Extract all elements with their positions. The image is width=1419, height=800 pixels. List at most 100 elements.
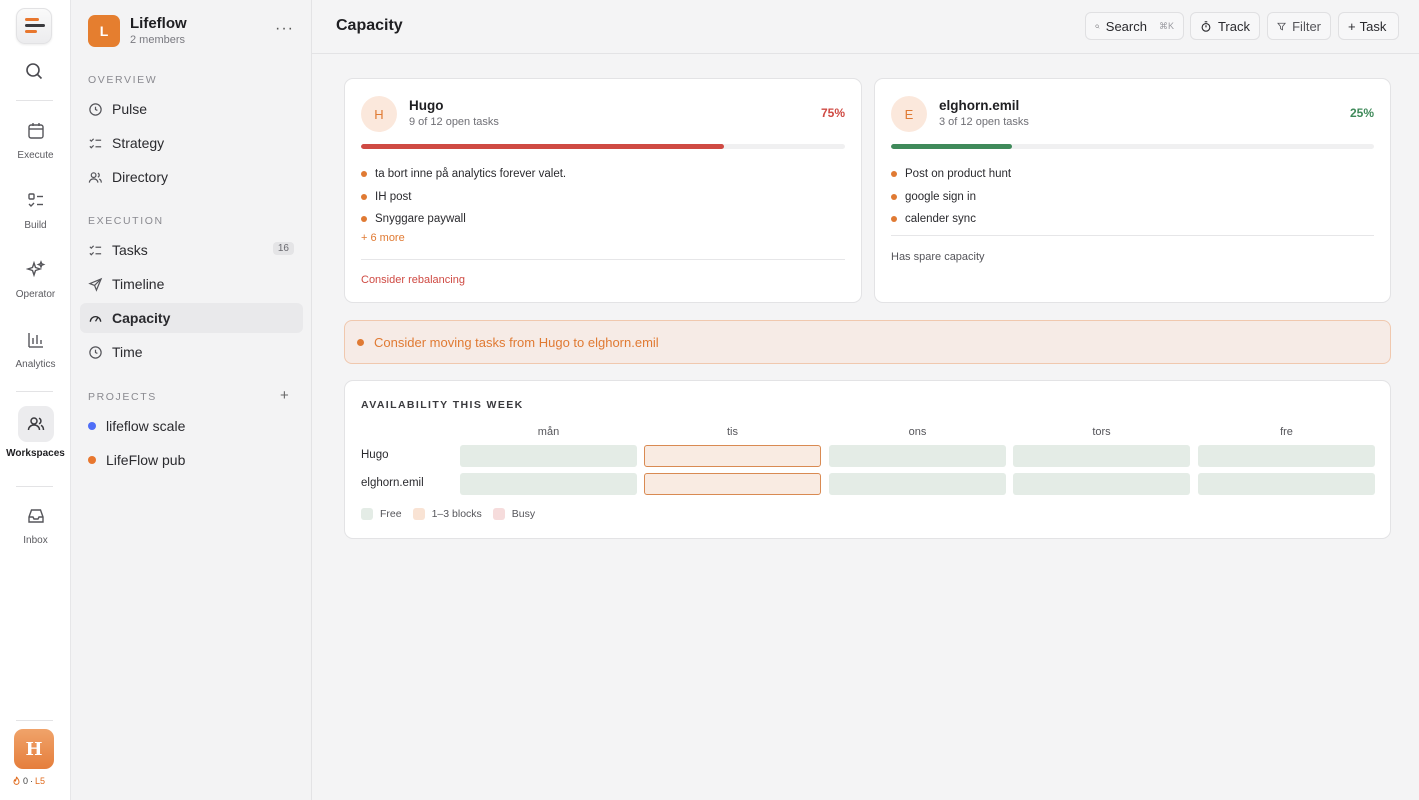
availability-legend: Free 1–3 blocks Busy	[361, 508, 546, 520]
day-header: mån	[537, 426, 560, 438]
app-rail: Execute Build Operator Analytics Workspa…	[0, 0, 71, 800]
app-logo[interactable]	[16, 8, 52, 44]
sidebar-item-label: Tasks	[112, 242, 148, 258]
sidebar-item-label: Strategy	[112, 135, 165, 151]
rail-item-analytics[interactable]: Analytics	[0, 330, 71, 370]
bullet-dot	[891, 216, 897, 223]
plus-icon: +	[1348, 18, 1356, 34]
checklist-icon	[27, 193, 43, 207]
sidebar-item-label: Time	[112, 344, 143, 360]
list-item[interactable]: IH post	[361, 186, 566, 209]
workspace-name[interactable]: Lifeflow	[130, 15, 187, 32]
workspace-badge[interactable]: L	[88, 15, 120, 47]
load-bar-fill	[891, 144, 1012, 149]
task-title: ta bort inne på analytics forever valet.	[375, 168, 567, 181]
task-title: IH post	[375, 190, 412, 203]
availability-cell[interactable]	[1013, 445, 1190, 467]
person-card: E elghorn.emil 3 of 12 open tasks 25% Po…	[874, 78, 1391, 303]
project-color-dot	[88, 422, 96, 430]
filter-button[interactable]: Filter	[1267, 12, 1331, 40]
bullet-dot	[361, 171, 367, 178]
legend-item: 1–3 blocks	[412, 508, 482, 520]
person-name: Hugo	[409, 98, 444, 113]
sidebar-item-timeline[interactable]: Timeline	[80, 269, 303, 299]
sidebar-item-tasks[interactable]: Tasks 16	[80, 235, 303, 265]
bullet-dot	[891, 171, 897, 178]
open-task-count: 3 of 12 open tasks	[939, 116, 1029, 128]
availability-cell[interactable]	[829, 445, 1006, 467]
users-icon	[88, 171, 102, 183]
clock-icon	[89, 102, 102, 116]
availability-cell[interactable]	[1198, 445, 1375, 467]
availability-cell[interactable]	[644, 445, 821, 467]
person-card: H Hugo 9 of 12 open tasks 75% ta bort in…	[344, 78, 862, 303]
filter-label: Filter	[1292, 18, 1321, 34]
send-icon	[88, 277, 103, 292]
add-task-button[interactable]: + Task	[1338, 12, 1399, 40]
sidebar-item-label: lifeflow scale	[106, 418, 186, 434]
stopwatch-icon	[1201, 20, 1211, 32]
top-bar: Capacity Search ⌘K Track Filter + Task	[312, 0, 1419, 54]
open-task-count: 9 of 12 open tasks	[409, 116, 499, 128]
availability-cell[interactable]	[460, 445, 637, 467]
avatar: H	[361, 96, 397, 132]
load-bar	[361, 144, 845, 149]
calendar-icon	[27, 123, 44, 139]
rail-item-operator[interactable]: Operator	[0, 260, 71, 300]
search-button[interactable]: Search ⌘K	[1085, 12, 1184, 40]
workspace-members: 2 members	[130, 34, 186, 46]
legend-label: Free	[380, 508, 402, 520]
sidebar-item-capacity[interactable]: Capacity	[80, 303, 303, 333]
availability-cell[interactable]	[1198, 473, 1375, 495]
task-title: calender sync	[905, 213, 976, 226]
rail-item-inbox[interactable]: Inbox	[0, 506, 71, 546]
availability-cell[interactable]	[1013, 473, 1190, 495]
availability-cell[interactable]	[644, 473, 821, 495]
sidebar-item-strategy[interactable]: Strategy	[80, 128, 303, 158]
streak-count: 0	[23, 776, 29, 786]
availability-cell[interactable]	[460, 473, 637, 495]
availability-row-name: elghorn.emil	[361, 477, 424, 489]
list-item[interactable]: Snyggare paywall	[361, 208, 566, 231]
search-label: Search	[1105, 18, 1147, 34]
track-label: Track	[1217, 18, 1250, 34]
sidebar-item-label: Directory	[112, 169, 169, 185]
more-options-icon[interactable]: ···	[275, 20, 294, 37]
sidebar-item-directory[interactable]: Directory	[80, 162, 303, 192]
sidebar-item-label: LifeFlow pub	[106, 452, 186, 468]
list-item[interactable]: ta bort inne på analytics forever valet.	[361, 163, 566, 186]
stats-separator: ·	[30, 776, 34, 786]
day-header: ons	[908, 426, 927, 438]
checklist-icon	[89, 244, 102, 256]
page-title: Capacity	[336, 17, 403, 34]
banner-text: Consider moving tasks from Hugo to elgho…	[374, 334, 659, 350]
bullet-dot	[361, 216, 367, 223]
rail-item-execute[interactable]: Execute	[0, 121, 71, 161]
availability-card: AVAILABILITY THIS WEEK mån tis ons tors …	[344, 380, 1391, 539]
search-icon[interactable]	[24, 61, 44, 81]
rail-item-workspaces[interactable]: Workspaces	[0, 406, 71, 459]
rail-item-build[interactable]: Build	[0, 191, 71, 231]
sidebar-item-project[interactable]: lifeflow scale	[80, 411, 303, 441]
list-item[interactable]: calender sync	[891, 208, 1011, 231]
add-project-button[interactable]: +	[280, 387, 289, 404]
availability-cell[interactable]	[829, 473, 1006, 495]
user-avatar[interactable]: H	[14, 729, 54, 769]
list-item[interactable]: Post on product hunt	[891, 163, 1011, 186]
day-header: tors	[1092, 426, 1111, 438]
list-item[interactable]: google sign in	[891, 186, 1011, 209]
clock-icon	[89, 345, 102, 359]
legend-item: Free	[361, 508, 402, 520]
search-icon	[1095, 24, 1100, 29]
sidebar-item-project[interactable]: LifeFlow pub	[80, 445, 303, 475]
track-button[interactable]: Track	[1190, 12, 1260, 40]
bullet-dot	[357, 338, 364, 346]
load-bar-fill	[361, 144, 724, 149]
inbox-icon	[27, 509, 44, 523]
rebalance-suggestion-banner[interactable]: Consider moving tasks from Hugo to elgho…	[344, 320, 1391, 364]
filter-icon	[1277, 22, 1287, 30]
show-more-link[interactable]: + 6 more	[361, 231, 405, 244]
rail-label: Operator	[15, 289, 56, 300]
sidebar-item-pulse[interactable]: Pulse	[80, 94, 303, 124]
sidebar-item-time[interactable]: Time	[80, 337, 303, 367]
